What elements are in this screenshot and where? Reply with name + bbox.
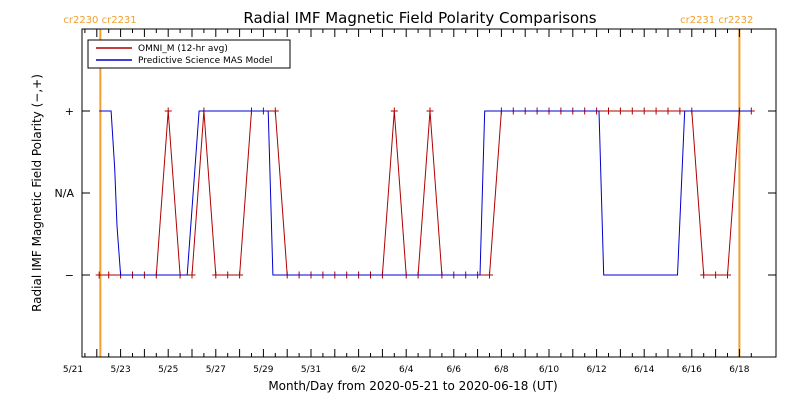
x-tick-label: 6/6	[447, 365, 462, 375]
plot-frame	[81, 28, 777, 358]
x-tick-label: 6/2	[351, 365, 365, 375]
x-tick-label: 5/23	[110, 365, 130, 375]
carrington-label-right: cr2231 cr2232	[680, 15, 753, 26]
data-point	[105, 271, 113, 279]
x-axis-label: Month/Day from 2020-05-21 to 2020-06-18 …	[268, 379, 557, 393]
data-point	[188, 271, 196, 279]
data-point	[271, 107, 279, 115]
data-point	[486, 271, 493, 279]
x-tick-label: 6/4	[399, 365, 414, 375]
data-point	[95, 271, 103, 279]
data-point	[390, 107, 398, 115]
data-point	[616, 107, 624, 115]
y-tick-label: N/A	[55, 187, 75, 200]
x-tick-label: 6/8	[494, 365, 509, 375]
legend: OMNI_M (12-hr avg) Predictive Science MA…	[87, 39, 291, 69]
axis-ticks: 5/21 5/23 5/25 5/27 5/29 5/31 6/2 6/4 6/6 6/8 6/10…	[55, 29, 776, 375]
data-point	[164, 107, 172, 115]
legend-box	[87, 39, 291, 69]
data-point	[212, 271, 220, 279]
data-point	[236, 271, 244, 279]
y-axis-label: Radial IMF Magnetic Field Polarity (−,+)	[30, 74, 44, 312]
data-point	[224, 271, 232, 279]
x-tick-label: 6/18	[729, 365, 749, 375]
data-point	[652, 107, 660, 115]
y-tick-label: +	[65, 105, 74, 118]
chart-title: Radial IMF Magnetic Field Polarity Compa…	[243, 9, 596, 27]
legend-label-omni: OMNI_M (12-hr avg)	[138, 44, 228, 54]
series-line-model	[99, 110, 752, 276]
data-point	[700, 271, 708, 279]
data-point	[712, 271, 720, 279]
data-point	[724, 271, 731, 279]
x-tick-label: 6/14	[634, 365, 654, 375]
x-tick-label: 5/25	[158, 365, 178, 375]
carrington-label-left: cr2230 cr2231	[63, 15, 136, 26]
legend-label-model: Predictive Science MAS Model	[138, 56, 273, 66]
x-tick-label: 6/16	[682, 365, 702, 375]
data-point	[676, 107, 684, 115]
data-point	[640, 107, 648, 115]
x-tick-label: 6/12	[586, 365, 606, 375]
y-tick-label: −	[65, 269, 74, 282]
x-tick-label: 5/21	[63, 365, 83, 375]
plot-area	[95, 29, 755, 357]
x-tick-label: 5/27	[206, 365, 226, 375]
x-tick-label: 5/31	[301, 365, 321, 375]
x-tick-label: 6/10	[539, 365, 559, 375]
data-point	[605, 107, 612, 115]
data-point	[628, 107, 636, 115]
data-point	[426, 107, 434, 115]
data-point	[664, 107, 672, 115]
x-tick-label: 5/29	[253, 365, 273, 375]
